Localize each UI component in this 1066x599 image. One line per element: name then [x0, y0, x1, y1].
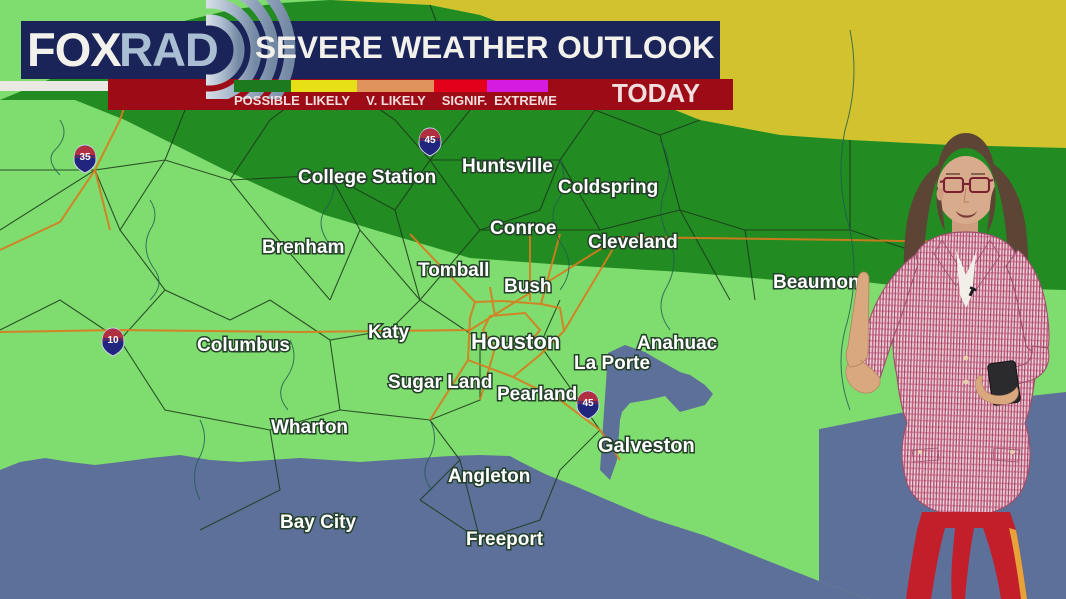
svg-text:Anahuac: Anahuac — [637, 333, 718, 354]
svg-text:45: 45 — [424, 135, 436, 146]
svg-text:Cleveland: Cleveland — [588, 232, 678, 253]
svg-text:FOX: FOX — [27, 23, 121, 76]
svg-text:45: 45 — [582, 398, 594, 409]
svg-text:10: 10 — [107, 335, 119, 346]
svg-text:Galveston: Galveston — [598, 435, 695, 457]
svg-text:Sugar Land: Sugar Land — [388, 372, 493, 393]
svg-text:Conroe: Conroe — [490, 218, 557, 239]
svg-text:RAD: RAD — [119, 23, 218, 76]
svg-text:La Porte: La Porte — [574, 353, 650, 374]
svg-text:Bush: Bush — [504, 276, 552, 297]
svg-text:Columbus: Columbus — [197, 335, 290, 356]
svg-text:Angleton: Angleton — [448, 466, 530, 487]
svg-text:Wharton: Wharton — [271, 417, 348, 438]
svg-text:Bay City: Bay City — [280, 512, 356, 533]
svg-text:Katy: Katy — [368, 322, 410, 343]
svg-text:Coldspring: Coldspring — [558, 177, 658, 198]
svg-text:35: 35 — [79, 152, 91, 163]
svg-text:Tomball: Tomball — [418, 260, 489, 281]
svg-text:College Station: College Station — [298, 167, 436, 188]
svg-text:Houston: Houston — [471, 329, 560, 354]
svg-text:Pearland: Pearland — [497, 384, 577, 405]
svg-text:Huntsville: Huntsville — [462, 156, 553, 177]
svg-text:Freeport: Freeport — [466, 529, 544, 550]
svg-text:Brenham: Brenham — [262, 237, 344, 258]
